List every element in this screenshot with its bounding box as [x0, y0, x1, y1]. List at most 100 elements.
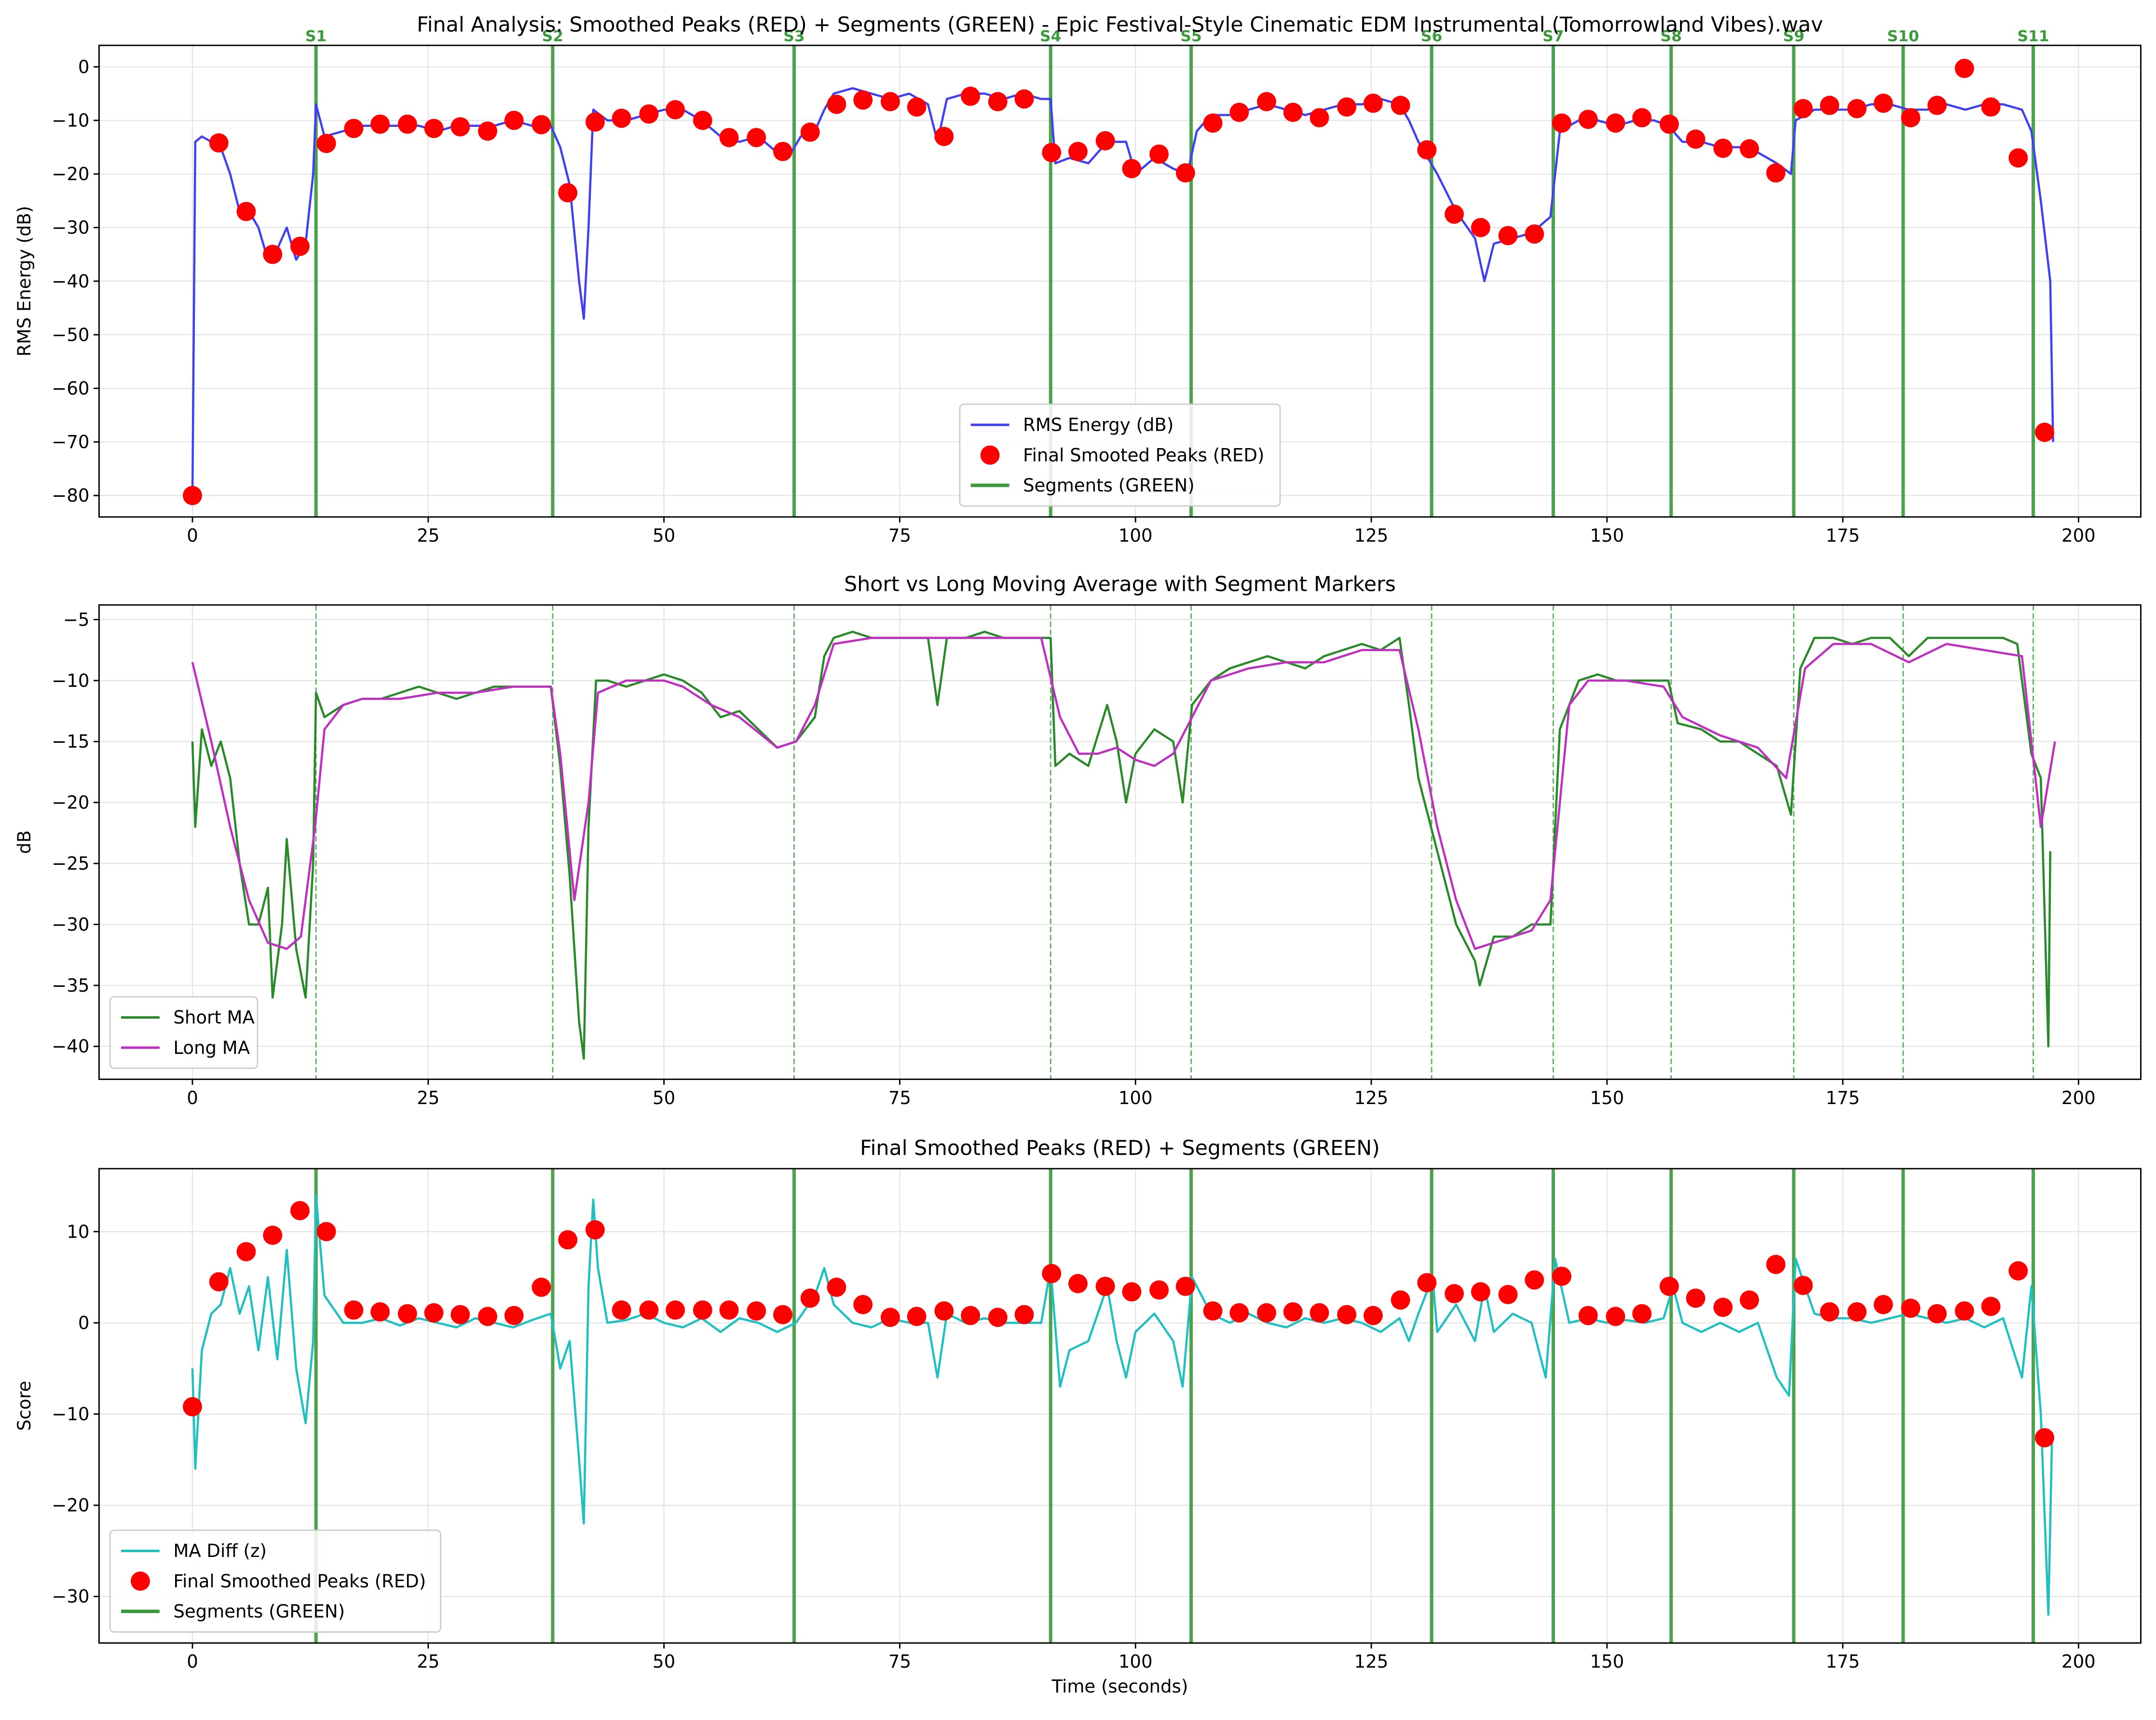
y-tick-label: −20	[52, 164, 89, 185]
peak-point	[880, 92, 900, 111]
peak-point	[1363, 94, 1383, 113]
peak-point	[853, 90, 873, 110]
x-tick-label: 0	[187, 1652, 198, 1672]
peak-point	[1606, 113, 1625, 133]
peak-point	[1042, 143, 1062, 163]
peak-point	[1122, 1282, 1142, 1302]
peak-point	[1578, 1306, 1598, 1325]
peak-point	[1820, 96, 1840, 115]
peak-point	[961, 86, 980, 106]
y-tick-label: −35	[52, 975, 89, 996]
y-tick-label: −30	[52, 218, 89, 238]
plot-frame	[98, 44, 2142, 518]
x-tick-label: 150	[1590, 525, 1624, 546]
subplot: 0 25 50 75 100 125 150 175 200 0 −10 −20 −30 −40 −50 −6…	[14, 13, 2142, 546]
peak-point	[1686, 1288, 1706, 1308]
legend-marker	[130, 1571, 150, 1591]
peak-point	[1552, 1267, 1571, 1286]
peak-point	[1095, 131, 1115, 150]
subplot: 0 25 50 75 100 125 150 175 200 −5 −10 −15 −20 −25 −30 −…	[14, 573, 2142, 1108]
x-tick-label: 200	[2061, 1652, 2096, 1672]
peak-point	[1659, 1276, 1679, 1296]
peak-point	[1149, 1280, 1169, 1300]
x-tick-label: 175	[1826, 1652, 1860, 1672]
peak-point	[1122, 159, 1142, 178]
peak-point	[1927, 1304, 1947, 1324]
peak-point	[1445, 1284, 1464, 1303]
x-tick-label: 50	[653, 1652, 675, 1672]
segment-label: S10	[1887, 28, 1919, 45]
peak-point	[1068, 1274, 1088, 1294]
peak-point	[236, 1242, 256, 1261]
peak-point	[316, 1222, 336, 1242]
peak-point	[1659, 114, 1679, 134]
peak-point	[827, 95, 846, 114]
peak-point	[1873, 1295, 1893, 1314]
peak-point	[370, 114, 390, 134]
legend-marker	[980, 445, 1000, 465]
peak-point	[1471, 218, 1490, 237]
peak-point	[1981, 97, 2001, 117]
peak-point	[558, 1230, 578, 1250]
peak-point	[1927, 96, 1947, 115]
peak-point	[1042, 1264, 1062, 1283]
peak-point	[1981, 1297, 2001, 1316]
y-tick-label: −70	[52, 432, 89, 452]
x-tick-label: 25	[417, 1652, 439, 1672]
peak-point	[1740, 1290, 1759, 1310]
peak-point	[1954, 1301, 1974, 1321]
peak-point	[450, 117, 470, 137]
legend-box	[109, 1529, 441, 1633]
peak-point	[290, 1201, 310, 1220]
x-tick-label: 125	[1354, 1652, 1389, 1672]
peak-point	[1901, 1298, 1921, 1318]
x-tick-label: 100	[1119, 1652, 1153, 1672]
legend-label: Segments (GREEN)	[173, 1601, 345, 1622]
peak-point	[747, 128, 766, 148]
x-tick-label: 200	[2061, 525, 2096, 546]
peak-point	[853, 1295, 873, 1314]
peak-point	[934, 1301, 954, 1321]
peak-point	[1445, 205, 1464, 224]
y-tick-label: −50	[52, 325, 89, 345]
peak-point	[1632, 1304, 1652, 1324]
segment-label: S11	[2017, 28, 2049, 45]
peak-point	[504, 110, 524, 130]
peak-point	[800, 1288, 820, 1308]
peak-point	[2035, 423, 2054, 442]
peak-point	[1793, 1276, 1813, 1295]
peak-point	[585, 1220, 605, 1240]
peak-point	[639, 104, 659, 124]
x-tick-label: 75	[888, 525, 911, 546]
peak-point	[693, 1300, 712, 1320]
peak-point	[424, 1303, 444, 1323]
peak-point	[1391, 96, 1410, 115]
peak-point	[1203, 113, 1223, 133]
y-tick-label: −20	[52, 792, 89, 813]
peak-point	[236, 202, 256, 221]
peak-point	[773, 142, 792, 162]
data-line	[191, 1194, 2053, 1616]
peak-point	[344, 119, 364, 138]
peak-point	[1149, 144, 1169, 164]
peak-point	[558, 183, 578, 203]
peak-point	[693, 110, 712, 130]
segment-label: S6	[1421, 28, 1442, 45]
y-tick-label: 0	[78, 1312, 90, 1333]
peak-point	[639, 1300, 659, 1320]
legend: Short MA Long MA	[109, 996, 259, 1069]
peak-point	[961, 1306, 980, 1325]
legend: RMS Energy (dB) Final Smooted Peaks (RED)…	[959, 403, 1281, 507]
peak-point	[988, 92, 1008, 111]
x-tick-label: 150	[1590, 1652, 1624, 1672]
peak-point	[2008, 148, 2028, 168]
x-tick-label: 100	[1119, 1088, 1153, 1108]
segment-label: S8	[1661, 28, 1682, 45]
peak-point	[1175, 163, 1195, 183]
peak-point	[209, 133, 229, 153]
peak-point	[1606, 1307, 1625, 1326]
peak-point	[1203, 1301, 1223, 1321]
peak-point	[1257, 92, 1276, 111]
peak-point	[1793, 99, 1813, 119]
